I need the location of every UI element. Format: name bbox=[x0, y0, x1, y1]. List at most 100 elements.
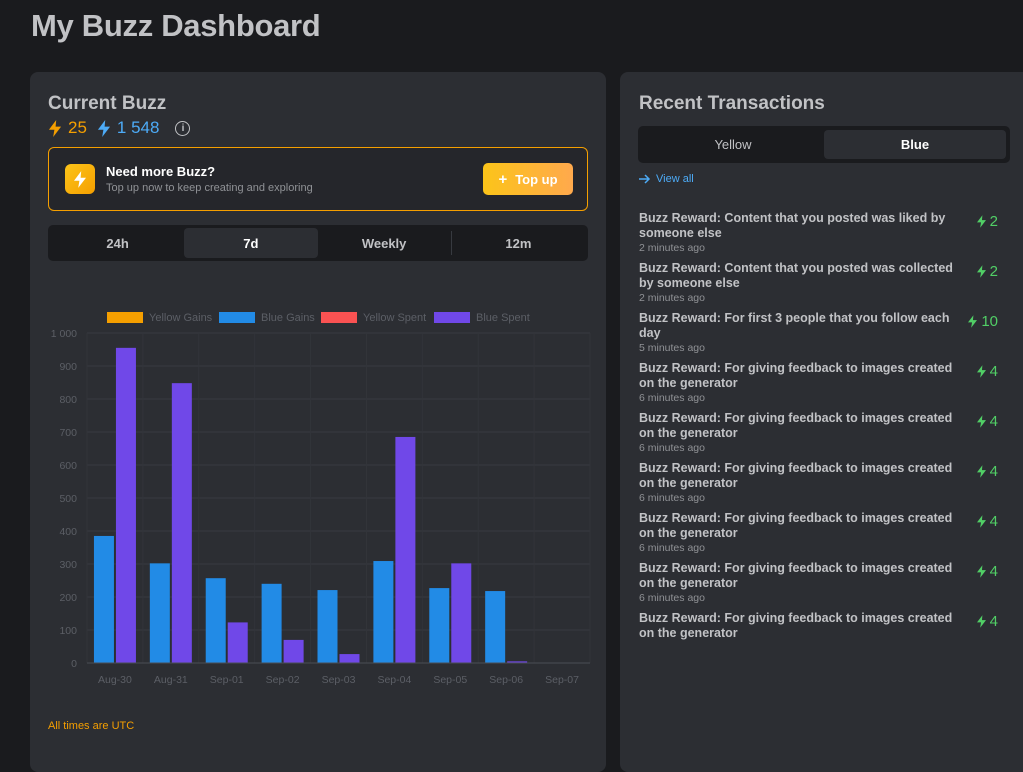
top-up-label: Top up bbox=[515, 171, 558, 187]
tab-blue[interactable]: Blue bbox=[824, 130, 1006, 159]
y-tick-label: 300 bbox=[59, 559, 77, 571]
transaction-amount: 2 bbox=[976, 213, 998, 230]
transaction-title: Buzz Reward: For giving feedback to imag… bbox=[639, 461, 953, 490]
bar-blue-gains bbox=[373, 561, 394, 663]
y-tick-label: 400 bbox=[59, 526, 77, 538]
buzz-balances: 25 1 548 i bbox=[48, 118, 191, 138]
tab-weekly[interactable]: Weekly bbox=[361, 235, 407, 251]
transaction-title: Buzz Reward: For giving feedback to imag… bbox=[639, 511, 953, 540]
transaction-row: Buzz Reward: For giving feedback to imag… bbox=[639, 561, 1009, 604]
y-tick-label: 700 bbox=[59, 427, 77, 439]
transaction-time: 6 minutes ago bbox=[639, 492, 705, 504]
y-tick-label: 900 bbox=[59, 361, 77, 373]
tab-24h[interactable]: 24h bbox=[106, 235, 129, 251]
lightning-icon bbox=[65, 164, 95, 194]
x-tick-label: Sep-07 bbox=[545, 674, 579, 686]
recent-transactions-panel: Recent Transactions Yellow Blue View all… bbox=[620, 72, 1023, 772]
info-circle-icon[interactable]: i bbox=[175, 120, 191, 136]
x-tick-label: Sep-05 bbox=[433, 674, 467, 686]
x-tick-label: Sep-04 bbox=[377, 674, 411, 686]
bar-blue-spent bbox=[171, 383, 192, 663]
time-range-selector: 24h 7d Weekly 12m bbox=[48, 225, 588, 261]
transaction-title: Buzz Reward: For giving feedback to imag… bbox=[639, 611, 953, 640]
y-tick-label: 100 bbox=[59, 625, 77, 637]
arrow-right-icon bbox=[639, 174, 651, 184]
transaction-amount: 4 bbox=[976, 563, 998, 580]
lightning-icon bbox=[48, 119, 62, 137]
recent-transactions-heading: Recent Transactions bbox=[639, 93, 825, 114]
current-buzz-panel: Current Buzz 25 1 548 i Need more Buzz? … bbox=[30, 72, 606, 772]
transaction-row: Buzz Reward: For giving feedback to imag… bbox=[639, 411, 1009, 454]
x-tick-label: Aug-31 bbox=[154, 674, 188, 686]
transaction-title: Buzz Reward: For giving feedback to imag… bbox=[639, 411, 953, 440]
bar-blue-gains bbox=[93, 535, 114, 663]
legend-swatch bbox=[434, 312, 470, 323]
legend-swatch bbox=[107, 312, 143, 323]
transaction-time: 6 minutes ago bbox=[639, 542, 705, 554]
transaction-time: 6 minutes ago bbox=[639, 642, 1009, 643]
transaction-row: Buzz Reward: For first 3 people that you… bbox=[639, 311, 1009, 354]
legend-label: Blue Spent bbox=[476, 312, 530, 324]
legend-swatch bbox=[219, 312, 255, 323]
transaction-amount: 4 bbox=[976, 613, 998, 630]
transaction-amount: 4 bbox=[976, 413, 998, 430]
x-tick-label: Sep-01 bbox=[210, 674, 244, 686]
tab-12m[interactable]: 12m bbox=[505, 235, 532, 251]
legend-label: Yellow Spent bbox=[363, 312, 426, 324]
timezone-note: All times are UTC bbox=[48, 720, 135, 732]
y-tick-label: 0 bbox=[71, 658, 77, 670]
x-tick-label: Aug-30 bbox=[98, 674, 132, 686]
bar-blue-gains bbox=[429, 588, 450, 663]
transaction-row: Buzz Reward: For giving feedback to imag… bbox=[639, 461, 1009, 504]
transaction-row: Buzz Reward: Content that you posted was… bbox=[639, 211, 1009, 254]
transaction-row: Buzz Reward: For giving feedback to imag… bbox=[639, 611, 1009, 643]
legend-label: Yellow Gains bbox=[149, 312, 213, 324]
transaction-amount: 4 bbox=[976, 363, 998, 380]
transaction-title: Buzz Reward: Content that you posted was… bbox=[639, 211, 946, 240]
bar-blue-gains bbox=[485, 591, 506, 663]
bar-blue-spent bbox=[227, 622, 248, 663]
buzz-bar-chart: Yellow Gains Blue Gains Yellow Spent Blue S… bbox=[51, 312, 591, 686]
transaction-row: Buzz Reward: For giving feedback to imag… bbox=[639, 361, 1009, 404]
top-up-button[interactable]: + Top up bbox=[483, 163, 573, 195]
transaction-time: 6 minutes ago bbox=[639, 442, 705, 454]
bar-blue-gains bbox=[149, 563, 170, 663]
tab-7d[interactable]: 7d bbox=[184, 228, 318, 258]
bar-blue-spent bbox=[451, 563, 472, 663]
current-buzz-heading: Current Buzz bbox=[48, 93, 167, 114]
lightning-icon bbox=[976, 265, 990, 278]
legend-label: Blue Gains bbox=[261, 312, 315, 324]
lightning-icon bbox=[976, 415, 990, 428]
transaction-title: Buzz Reward: For giving feedback to imag… bbox=[639, 561, 953, 590]
transaction-amount-value: 2 bbox=[989, 213, 998, 230]
transaction-time: 6 minutes ago bbox=[639, 392, 705, 404]
page-title: My Buzz Dashboard bbox=[31, 8, 321, 43]
bar-blue-spent bbox=[283, 639, 304, 663]
lightning-icon bbox=[976, 565, 990, 578]
blue-balance: 1 548 bbox=[97, 118, 159, 138]
transaction-amount: 2 bbox=[976, 263, 998, 280]
lightning-icon bbox=[976, 365, 990, 378]
tab-yellow[interactable]: Yellow bbox=[714, 137, 752, 152]
transaction-time: 6 minutes ago bbox=[639, 592, 705, 604]
transaction-amount-value: 4 bbox=[989, 563, 998, 580]
view-all-link[interactable]: View all bbox=[639, 173, 694, 185]
yellow-balance: 25 bbox=[48, 118, 87, 138]
bar-blue-gains bbox=[317, 590, 338, 663]
lightning-icon bbox=[97, 119, 110, 137]
top-up-promo: Need more Buzz? Top up now to keep creat… bbox=[48, 147, 588, 211]
transaction-row: Buzz Reward: For giving feedback to imag… bbox=[639, 511, 1009, 554]
transaction-title: Buzz Reward: For giving feedback to imag… bbox=[639, 361, 953, 390]
promo-subtitle: Top up now to keep creating and explorin… bbox=[106, 182, 313, 194]
x-tick-label: Sep-06 bbox=[489, 674, 523, 686]
y-tick-label: 500 bbox=[59, 493, 77, 505]
y-tick-label: 1 000 bbox=[51, 328, 77, 340]
x-tick-label: Sep-02 bbox=[266, 674, 300, 686]
transaction-amount-value: 4 bbox=[989, 613, 998, 630]
transaction-amount: 4 bbox=[976, 513, 998, 530]
transaction-row: Buzz Reward: Content that you posted was… bbox=[639, 261, 1009, 304]
bar-blue-gains bbox=[261, 583, 282, 663]
y-tick-label: 600 bbox=[59, 460, 77, 472]
view-all-label: View all bbox=[656, 173, 694, 185]
lightning-icon bbox=[968, 315, 981, 328]
